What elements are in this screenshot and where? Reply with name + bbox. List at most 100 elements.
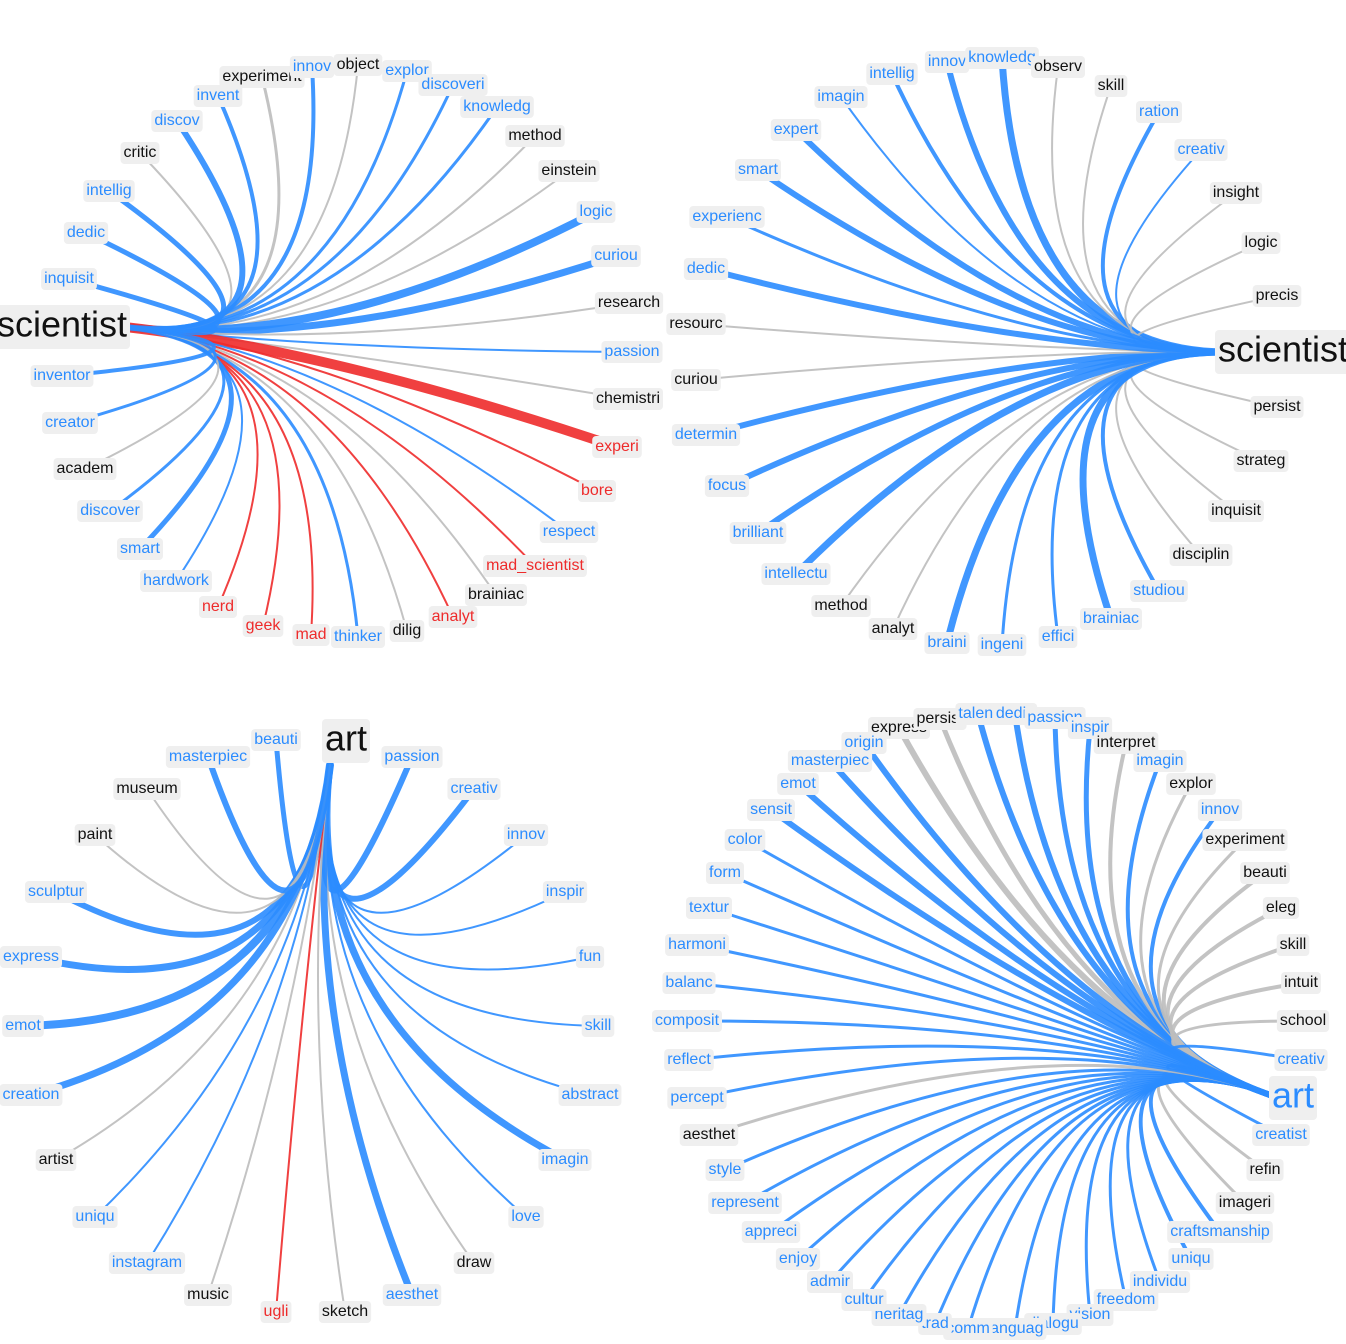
node-label: talent <box>955 703 1001 725</box>
node-text: respect <box>543 523 596 540</box>
node-text: emot <box>780 775 816 792</box>
edge <box>861 740 1273 1098</box>
label-background <box>705 1159 745 1181</box>
label-background <box>1268 1076 1318 1120</box>
node-text: determin <box>675 426 737 443</box>
node-label: sculptur <box>24 881 88 903</box>
node-text: insight <box>1213 184 1260 201</box>
node-text: discoveri <box>421 76 484 93</box>
node-label: refin <box>1246 1159 1284 1181</box>
node-label: instagram <box>108 1252 186 1274</box>
node-label: aesthet <box>382 1284 442 1306</box>
node-label: sensit <box>747 799 795 821</box>
node-label: inspir <box>542 881 588 903</box>
node-label: beauti <box>251 729 301 751</box>
node-label: creativ <box>1274 1049 1328 1071</box>
node-text: passion <box>384 748 439 765</box>
label-background <box>151 110 203 132</box>
node-text: resourc <box>669 315 722 332</box>
node-label: logic <box>576 201 616 223</box>
label-background <box>806 1271 854 1293</box>
node-label: invent <box>193 85 243 107</box>
node-label: museum <box>113 778 181 800</box>
label-background <box>453 1252 495 1274</box>
node-text: music <box>187 1286 229 1303</box>
node-text: chemistri <box>596 390 660 407</box>
label-background <box>1252 1124 1310 1146</box>
node-label: inquisit <box>41 268 97 290</box>
node-text: hardwork <box>143 572 210 589</box>
label-background <box>2 1015 44 1037</box>
node-label: uniqu <box>72 1206 118 1228</box>
node-text: explor <box>385 62 429 79</box>
label-background <box>418 74 488 96</box>
node-text: creatist <box>1255 1126 1307 1143</box>
node-text: intellectu <box>764 565 827 582</box>
node-label: insight <box>1209 182 1263 204</box>
label-background <box>683 258 729 280</box>
label-background <box>1252 285 1302 307</box>
label-background <box>706 862 744 884</box>
node-label: bore <box>577 480 617 502</box>
node-label: color <box>724 829 766 851</box>
node-text: abstract <box>562 1086 619 1103</box>
node-text: persist <box>916 710 964 727</box>
node-label: languag <box>983 1318 1047 1340</box>
node-text: academ <box>57 460 114 477</box>
label-background <box>1202 829 1288 851</box>
node-label: intellig <box>866 63 918 85</box>
node-label: brainiac <box>464 584 528 606</box>
label-background <box>1167 1221 1273 1243</box>
node-label: harmoni <box>665 934 729 956</box>
label-background <box>251 729 301 751</box>
label-background <box>724 829 766 851</box>
label-background <box>1129 1271 1191 1293</box>
node-text: textur <box>689 899 730 916</box>
node-label: cultur <box>841 1289 887 1311</box>
label-background <box>539 521 599 543</box>
center-label: scientist <box>0 304 131 349</box>
node-text: disciplin <box>1173 546 1230 563</box>
node-label: academ <box>53 458 117 480</box>
node-label: strateg <box>1233 450 1289 472</box>
label-background <box>381 746 443 768</box>
node-text: draw <box>457 1254 492 1271</box>
edge <box>320 761 416 1299</box>
label-background <box>558 1084 622 1106</box>
node-text: curiou <box>674 371 718 388</box>
label-background <box>592 436 642 458</box>
node-label: mad_scientist <box>483 555 587 577</box>
node-text: harmoni <box>668 936 726 953</box>
label-background <box>508 1206 544 1228</box>
edge <box>769 1073 1272 1234</box>
label-background <box>389 620 425 642</box>
node-text: instagram <box>112 1254 182 1271</box>
label-background <box>671 369 721 391</box>
node-label: effici <box>1038 626 1078 648</box>
node-text: precis <box>1256 287 1299 304</box>
label-background <box>184 1284 232 1306</box>
node-label: respect <box>539 521 599 543</box>
node-text: uniqu <box>75 1208 114 1225</box>
label-background <box>708 1192 782 1214</box>
node-label: method <box>505 125 565 147</box>
node-label: brainiac <box>1079 608 1143 630</box>
node-label: percept <box>667 1087 727 1109</box>
edge <box>317 764 346 1313</box>
label-background <box>841 732 887 754</box>
label-background <box>679 1124 739 1146</box>
node-label: resourc <box>666 313 726 335</box>
label-background <box>63 222 109 244</box>
label-background <box>333 54 383 76</box>
node-text: sketch <box>322 1303 368 1320</box>
node-label: emot <box>777 773 819 795</box>
node-label: trad <box>918 1313 952 1335</box>
label-background <box>1130 580 1188 602</box>
node-text: imageri <box>1219 1194 1271 1211</box>
label-background <box>841 1289 887 1311</box>
label-background <box>1208 500 1264 522</box>
node-label: thinker <box>330 626 386 648</box>
label-background <box>140 570 212 592</box>
node-text: comm <box>946 1320 990 1337</box>
